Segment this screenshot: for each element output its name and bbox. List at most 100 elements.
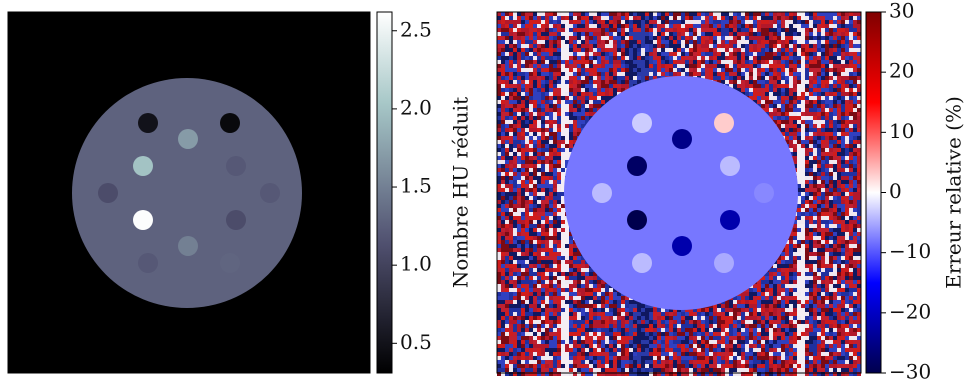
noise	[645, 60, 649, 64]
noise	[529, 168, 533, 172]
noise	[749, 12, 753, 16]
noise	[777, 40, 781, 44]
noise	[601, 56, 605, 60]
noise	[545, 72, 549, 76]
noise	[545, 172, 549, 176]
noise	[525, 224, 529, 228]
noise	[617, 36, 621, 40]
noise	[837, 200, 841, 204]
noise	[657, 28, 661, 32]
noise	[533, 148, 537, 152]
noise	[601, 16, 605, 20]
noise	[661, 64, 665, 68]
noise	[809, 132, 813, 136]
noise	[505, 144, 509, 148]
noise	[505, 140, 509, 144]
noise	[801, 192, 805, 196]
noise	[561, 120, 565, 124]
noise	[533, 92, 537, 96]
noise	[773, 16, 777, 20]
noise	[593, 72, 597, 76]
noise	[541, 36, 545, 40]
noise	[557, 120, 561, 124]
noise	[517, 204, 521, 208]
noise	[609, 88, 613, 92]
noise	[837, 96, 841, 100]
noise	[569, 64, 573, 68]
noise	[525, 124, 529, 128]
noise	[737, 60, 741, 64]
noise	[525, 24, 529, 28]
noise	[561, 24, 565, 28]
noise	[589, 84, 593, 88]
noise	[689, 44, 693, 48]
noise	[817, 164, 821, 168]
noise	[725, 44, 729, 48]
noise	[781, 36, 785, 40]
noise	[597, 32, 601, 36]
insert	[178, 129, 198, 149]
noise	[761, 28, 765, 32]
noise	[713, 32, 717, 36]
noise	[665, 12, 669, 16]
noise	[785, 80, 789, 84]
noise	[729, 64, 733, 68]
noise	[629, 60, 633, 64]
noise	[777, 48, 781, 52]
noise	[653, 24, 657, 28]
noise	[557, 100, 561, 104]
noise	[837, 152, 841, 156]
noise	[521, 164, 525, 168]
noise	[541, 108, 545, 112]
noise	[573, 128, 577, 132]
noise	[705, 44, 709, 48]
noise	[801, 216, 805, 220]
noise	[797, 140, 801, 144]
noise	[837, 92, 841, 96]
noise	[841, 92, 845, 96]
noise	[629, 20, 633, 24]
noise	[837, 36, 841, 40]
noise	[585, 32, 589, 36]
noise	[813, 160, 817, 164]
noise	[765, 96, 769, 100]
noise	[797, 164, 801, 168]
noise	[801, 104, 805, 108]
noise	[813, 96, 817, 100]
colorbar-tick-label: 1.0	[400, 252, 432, 276]
noise	[529, 16, 533, 20]
noise	[577, 44, 581, 48]
noise	[521, 152, 525, 156]
noise	[537, 96, 541, 100]
noise	[829, 204, 833, 208]
noise	[817, 188, 821, 192]
noise	[501, 196, 505, 200]
noise	[801, 120, 805, 124]
noise	[801, 136, 805, 140]
noise	[801, 124, 805, 128]
noise	[801, 60, 805, 64]
noise	[761, 60, 765, 64]
noise	[557, 48, 561, 52]
noise	[557, 72, 561, 76]
noise	[805, 172, 809, 176]
noise	[537, 176, 541, 180]
noise	[569, 40, 573, 44]
noise	[701, 72, 705, 76]
noise	[505, 180, 509, 184]
noise	[693, 72, 697, 76]
noise	[613, 12, 617, 16]
noise	[645, 72, 649, 76]
noise	[825, 156, 829, 160]
noise	[525, 116, 529, 120]
noise	[577, 52, 581, 56]
noise	[521, 12, 525, 16]
noise	[569, 136, 573, 140]
noise	[757, 20, 761, 24]
noise	[553, 44, 557, 48]
noise	[829, 72, 833, 76]
noise	[533, 180, 537, 184]
noise	[529, 108, 533, 112]
noise	[569, 132, 573, 136]
noise	[833, 216, 837, 220]
